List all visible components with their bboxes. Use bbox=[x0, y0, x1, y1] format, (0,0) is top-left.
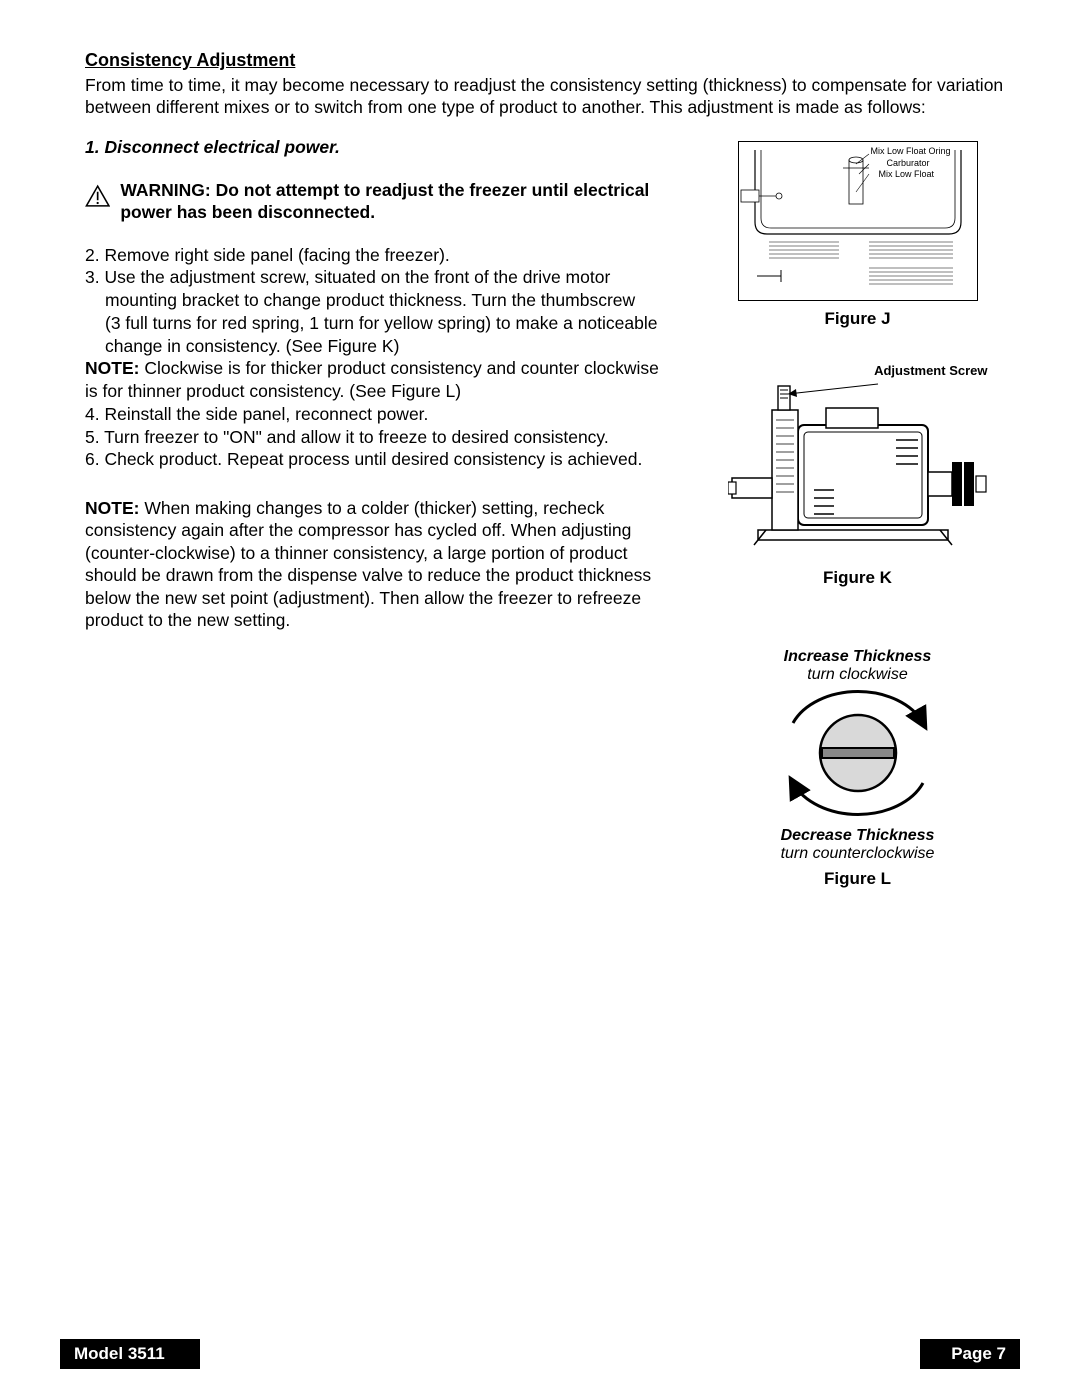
step-5: 5. Turn freezer to "ON" and allow it to … bbox=[85, 426, 675, 449]
footer-model: Model 3511 bbox=[60, 1339, 200, 1369]
figure-j-caption: Figure J bbox=[824, 309, 890, 329]
increase-thickness-label: Increase Thickness bbox=[758, 648, 958, 666]
decrease-thickness-label: Decrease Thickness bbox=[758, 827, 958, 845]
fig-j-label-2: Carburator bbox=[887, 158, 930, 168]
figure-k-caption: Figure K bbox=[728, 568, 988, 588]
warning-text: WARNING: Do not attempt to readjust the … bbox=[120, 180, 675, 224]
note-a-line2: is for thinner product consistency. (See… bbox=[85, 380, 675, 403]
section-heading: Consistency Adjustment bbox=[85, 50, 1020, 71]
turn-clockwise-label: turn clockwise bbox=[758, 666, 958, 684]
fig-j-label-3: Mix Low Float bbox=[879, 169, 935, 179]
figure-l-diagram bbox=[758, 688, 958, 818]
note-a-line1: NOTE: Clockwise is for thicker product c… bbox=[85, 357, 675, 380]
step-3-line2: mounting bracket to change product thick… bbox=[85, 289, 675, 312]
step-2: 2. Remove right side panel (facing the f… bbox=[85, 244, 675, 267]
fig-j-label-1: Mix Low Float Oring bbox=[871, 146, 951, 156]
figure-k-diagram bbox=[728, 380, 988, 555]
page-footer: Model 3511 Page 7 bbox=[60, 1339, 1020, 1369]
steps-block: 2. Remove right side panel (facing the f… bbox=[85, 244, 675, 472]
step-1: 1. Disconnect electrical power. bbox=[85, 137, 675, 158]
intro-paragraph: From time to time, it may become necessa… bbox=[85, 75, 1020, 119]
figure-j-diagram: Mix Low Float Oring Carburator Mix Low F… bbox=[738, 141, 978, 301]
turn-counterclockwise-label: turn counterclockwise bbox=[758, 845, 958, 863]
step-3-line1: 3. Use the adjustment screw, situated on… bbox=[85, 266, 675, 289]
step-4: 4. Reinstall the side panel, reconnect p… bbox=[85, 403, 675, 426]
footer-page: Page 7 bbox=[920, 1339, 1020, 1369]
step-6: 6. Check product. Repeat process until d… bbox=[85, 448, 675, 471]
warning-icon bbox=[85, 180, 110, 212]
adjustment-screw-label: Adjustment Screw bbox=[728, 363, 988, 378]
step-3-line3: (3 full turns for red spring, 1 turn for… bbox=[85, 312, 675, 335]
step-3-line4: change in consistency. (See Figure K) bbox=[85, 335, 675, 358]
note-b: NOTE: When making changes to a colder (t… bbox=[85, 497, 675, 631]
instructions-column: 1. Disconnect electrical power. WARNING:… bbox=[85, 137, 675, 889]
figures-column: Mix Low Float Oring Carburator Mix Low F… bbox=[695, 137, 1020, 889]
figure-l-caption: Figure L bbox=[758, 869, 958, 889]
